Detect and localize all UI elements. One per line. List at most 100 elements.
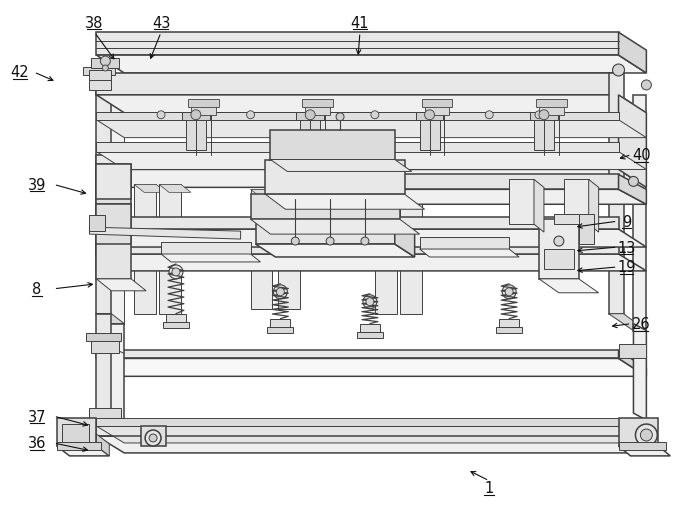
Polygon shape [97,165,131,200]
Polygon shape [141,426,166,446]
Polygon shape [619,162,646,188]
Circle shape [366,298,374,306]
Polygon shape [564,180,589,224]
Polygon shape [97,205,131,244]
Polygon shape [256,220,395,244]
Bar [416,112,444,121]
Polygon shape [134,185,166,193]
Circle shape [291,238,300,245]
Bar [357,332,383,338]
Polygon shape [619,175,646,205]
Bar [499,319,519,327]
Circle shape [641,81,651,91]
Polygon shape [419,238,509,249]
Polygon shape [97,155,619,170]
Bar [279,190,300,309]
Text: 37: 37 [27,409,46,424]
Text: 1: 1 [484,480,494,495]
Bar [530,112,558,121]
Circle shape [629,177,638,187]
Circle shape [535,111,543,120]
Polygon shape [619,96,646,188]
Circle shape [100,57,111,67]
Bar [191,105,216,116]
Bar [188,100,218,107]
Polygon shape [97,152,646,170]
Text: 26: 26 [632,317,651,331]
Polygon shape [554,215,579,224]
Polygon shape [509,180,534,224]
Text: 39: 39 [27,178,46,192]
Bar [134,185,156,314]
Polygon shape [395,220,414,258]
Polygon shape [619,351,646,377]
Polygon shape [97,314,111,418]
Circle shape [640,429,652,441]
Text: 19: 19 [617,260,636,275]
Polygon shape [251,195,400,220]
Polygon shape [57,418,97,446]
Polygon shape [97,230,646,247]
Polygon shape [97,33,619,56]
Bar [496,327,522,333]
Text: 43: 43 [152,16,170,31]
Polygon shape [634,96,646,331]
Circle shape [363,295,377,309]
Polygon shape [97,205,131,279]
Polygon shape [619,426,646,453]
Bar [186,116,206,150]
Circle shape [169,265,183,279]
Bar [375,190,397,314]
Polygon shape [265,160,405,195]
Polygon shape [539,279,598,293]
Polygon shape [97,426,619,436]
Polygon shape [109,81,124,324]
Polygon shape [608,314,646,331]
Circle shape [336,114,344,122]
Bar [62,424,90,442]
Bar [360,324,380,332]
Circle shape [276,288,284,296]
Polygon shape [90,228,241,240]
Text: 36: 36 [27,436,46,450]
Polygon shape [270,160,412,172]
Polygon shape [330,175,619,190]
Polygon shape [279,190,310,198]
Circle shape [502,285,516,299]
Bar [90,73,111,91]
Polygon shape [161,254,260,263]
Bar [300,116,320,150]
Polygon shape [619,446,670,456]
Circle shape [485,111,494,120]
Polygon shape [97,74,619,96]
Bar [305,105,330,116]
Bar [163,322,189,328]
Polygon shape [97,170,646,188]
Bar [302,100,333,107]
Circle shape [102,66,108,72]
Polygon shape [97,218,619,230]
Polygon shape [579,215,594,244]
Text: 38: 38 [85,16,104,31]
Circle shape [172,268,180,276]
Bar [166,314,186,322]
Circle shape [539,110,549,121]
Polygon shape [251,190,282,198]
Polygon shape [97,351,619,359]
Text: 42: 42 [10,65,29,80]
Circle shape [145,430,161,446]
Polygon shape [97,359,646,377]
Polygon shape [97,165,131,205]
Polygon shape [270,130,395,160]
Polygon shape [161,243,251,254]
Bar [159,185,181,314]
Polygon shape [97,112,619,121]
Polygon shape [619,418,658,446]
Text: 13: 13 [617,240,636,255]
Bar [544,249,574,269]
Polygon shape [97,74,111,314]
Bar [534,116,554,150]
Polygon shape [97,434,109,456]
Polygon shape [97,56,646,74]
Text: 41: 41 [351,16,369,31]
